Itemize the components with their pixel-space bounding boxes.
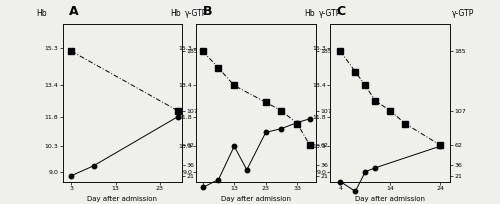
Text: C: C bbox=[336, 5, 345, 18]
Text: γ-GTP: γ-GTP bbox=[318, 9, 341, 18]
X-axis label: Day after admission: Day after admission bbox=[355, 196, 425, 202]
Text: γ-GTP: γ-GTP bbox=[184, 9, 207, 18]
Text: Hb: Hb bbox=[36, 9, 47, 18]
X-axis label: Day after admission: Day after admission bbox=[221, 196, 291, 202]
Text: B: B bbox=[202, 5, 212, 18]
Text: γ-GTP: γ-GTP bbox=[452, 9, 475, 18]
X-axis label: Day after admission: Day after admission bbox=[88, 196, 158, 202]
Text: Hb: Hb bbox=[170, 9, 181, 18]
Text: A: A bbox=[68, 5, 78, 18]
Text: Hb: Hb bbox=[304, 9, 314, 18]
